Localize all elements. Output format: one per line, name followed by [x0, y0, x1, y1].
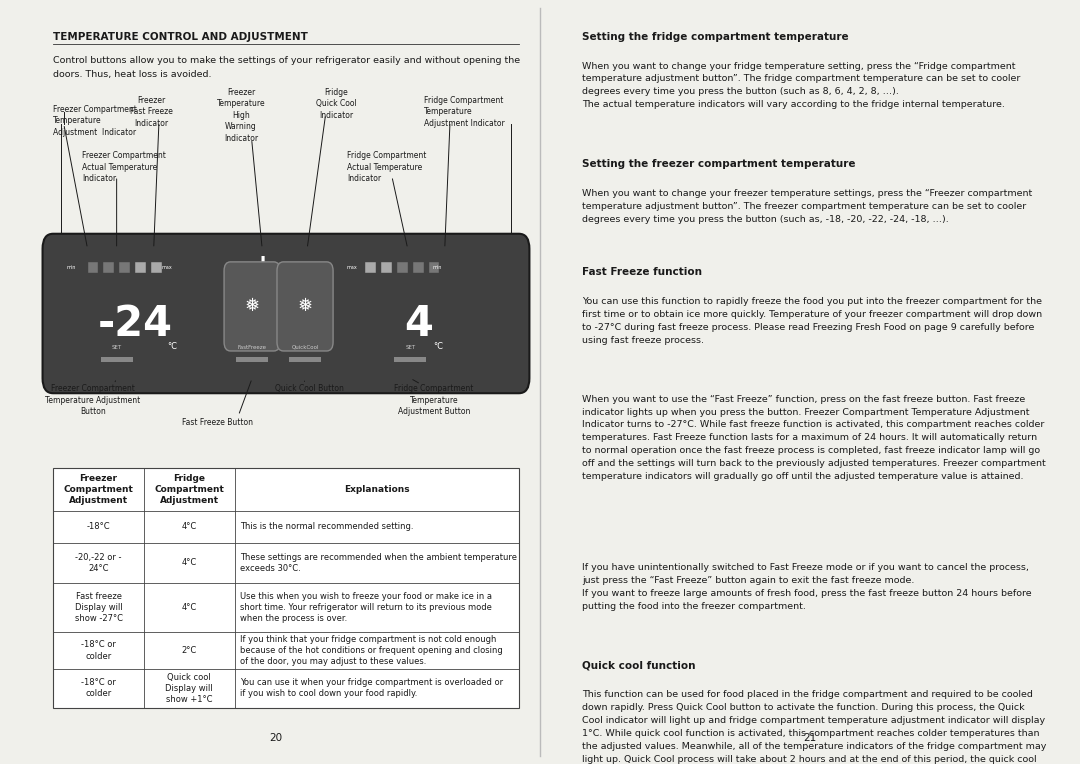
Text: Fridge
Quick Cool
Indicator: Fridge Quick Cool Indicator	[315, 88, 356, 120]
Text: When you want to change your fridge temperature setting, press the “Fridge compa: When you want to change your fridge temp…	[582, 62, 1021, 109]
Text: ❅: ❅	[244, 297, 259, 316]
Text: 4: 4	[404, 303, 433, 345]
Text: SET: SET	[405, 345, 416, 350]
Text: If you think that your fridge compartment is not cold enough
because of the hot : If you think that your fridge compartmen…	[241, 635, 503, 666]
Text: °C: °C	[433, 342, 444, 351]
Bar	[151, 262, 162, 273]
Text: QuickCool: QuickCool	[292, 345, 319, 350]
Text: When you want to change your freezer temperature settings, press the “Freezer co: When you want to change your freezer tem…	[582, 189, 1032, 224]
Text: Fridge Compartment
Actual Temperature
Indicator: Fridge Compartment Actual Temperature In…	[347, 151, 427, 183]
Text: You can use it when your fridge compartment is overloaded or
if you wish to cool: You can use it when your fridge compartm…	[241, 678, 503, 698]
Text: This is the normal recommended setting.: This is the normal recommended setting.	[241, 523, 414, 531]
Bar	[119, 262, 130, 273]
Text: Freezer Compartment
Actual Temperature
Indicator: Freezer Compartment Actual Temperature I…	[82, 151, 166, 183]
Text: FastFreeze: FastFreeze	[238, 345, 267, 350]
Text: These settings are recommended when the ambient temperature
exceeds 30°C.: These settings are recommended when the …	[241, 553, 517, 573]
Text: -18°C: -18°C	[86, 523, 110, 531]
Text: Quick cool
Display will
show +1°C: Quick cool Display will show +1°C	[165, 673, 213, 704]
Text: -20,-22 or -
24°C: -20,-22 or - 24°C	[76, 553, 122, 573]
FancyBboxPatch shape	[42, 234, 529, 393]
Text: Freezer Compartment
Temperature Adjustment
Button: Freezer Compartment Temperature Adjustme…	[45, 384, 140, 416]
Bar	[413, 262, 423, 273]
Text: -18°C or
colder: -18°C or colder	[81, 640, 116, 661]
Bar	[397, 262, 408, 273]
Bar	[104, 262, 114, 273]
Bar	[135, 262, 146, 273]
Text: Fast freeze
Display will
show -27°C: Fast freeze Display will show -27°C	[75, 592, 122, 623]
Text: If you have unintentionally switched to Fast Freeze mode or if you want to cance: If you have unintentionally switched to …	[582, 563, 1031, 610]
Text: This function can be used for food placed in the fridge compartment and required: This function can be used for food place…	[582, 691, 1048, 764]
Text: Fridge Compartment
Temperature
Adjustment Indicator: Fridge Compartment Temperature Adjustmen…	[423, 96, 504, 128]
Text: Freezer
Compartment
Adjustment: Freezer Compartment Adjustment	[64, 474, 134, 505]
Text: -18°C or
colder: -18°C or colder	[81, 678, 116, 698]
Text: !: !	[258, 254, 267, 273]
Text: Fridge
Compartment
Adjustment: Fridge Compartment Adjustment	[154, 474, 225, 505]
Text: You can use this function to rapidly freeze the food you put into the freezer co: You can use this function to rapidly fre…	[582, 297, 1042, 345]
Text: Setting the freezer compartment temperature: Setting the freezer compartment temperat…	[582, 159, 855, 169]
Text: Quick Cool Button: Quick Cool Button	[275, 384, 345, 393]
Bar	[381, 262, 392, 273]
Text: 4°C: 4°C	[181, 523, 197, 531]
Text: max: max	[162, 265, 173, 270]
Bar	[429, 262, 440, 273]
Text: °C: °C	[167, 342, 177, 351]
Text: Quick cool function: Quick cool function	[582, 661, 696, 671]
Bar	[87, 262, 98, 273]
FancyBboxPatch shape	[224, 262, 280, 351]
Text: TEMPERATURE CONTROL AND ADJUSTMENT: TEMPERATURE CONTROL AND ADJUSTMENT	[53, 31, 308, 41]
Text: 20: 20	[269, 733, 282, 743]
Text: Explanations: Explanations	[345, 485, 409, 494]
Text: Fridge Compartment
Temperature
Adjustment Button: Fridge Compartment Temperature Adjustmen…	[394, 384, 474, 416]
Bar	[100, 358, 133, 362]
Text: Freezer
Fast Freeze
Indicator: Freezer Fast Freeze Indicator	[130, 96, 173, 128]
Text: Fast Freeze function: Fast Freeze function	[582, 267, 702, 277]
Text: Freezer
Temperature
High
Warning
Indicator: Freezer Temperature High Warning Indicat…	[217, 88, 266, 143]
Text: -24: -24	[97, 303, 173, 345]
Text: Freezer Compartment
Temperature
Adjustment  Indicator: Freezer Compartment Temperature Adjustme…	[53, 105, 137, 137]
Text: ❅: ❅	[297, 297, 312, 316]
Bar	[394, 358, 427, 362]
Bar	[53, 468, 518, 707]
Text: 2°C: 2°C	[181, 646, 197, 655]
Bar	[237, 358, 268, 362]
Bar	[365, 262, 376, 273]
Text: 4°C: 4°C	[181, 558, 197, 568]
Text: When you want to use the “Fast Freeze” function, press on the fast freeze button: When you want to use the “Fast Freeze” f…	[582, 395, 1045, 481]
Text: 21: 21	[804, 733, 816, 743]
Text: min: min	[66, 265, 76, 270]
Text: Setting the fridge compartment temperature: Setting the fridge compartment temperatu…	[582, 31, 849, 41]
Text: 4°C: 4°C	[181, 603, 197, 612]
Text: min: min	[433, 265, 442, 270]
Bar	[289, 358, 321, 362]
Text: max: max	[347, 265, 357, 270]
Text: Control buttons allow you to make the settings of your refrigerator easily and w: Control buttons allow you to make the se…	[53, 57, 521, 79]
FancyBboxPatch shape	[276, 262, 333, 351]
Text: Fast Freeze Button: Fast Freeze Button	[181, 418, 253, 427]
Text: SET: SET	[111, 345, 122, 350]
Text: Use this when you wish to freeze your food or make ice in a
short time. Your ref: Use this when you wish to freeze your fo…	[241, 592, 492, 623]
